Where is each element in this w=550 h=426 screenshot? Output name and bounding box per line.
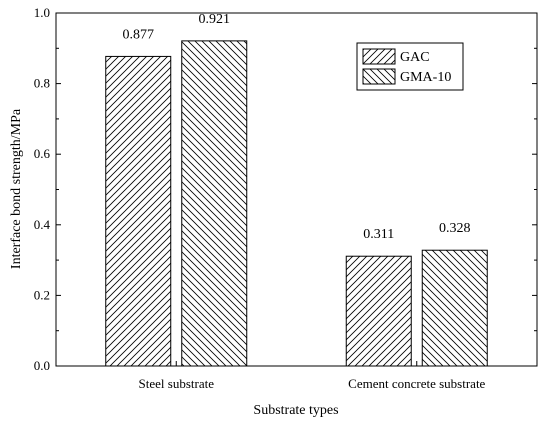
y-tick-label: 0.6 — [34, 146, 51, 161]
data-labels-group: 0.877 0.921 0.311 0.328 — [123, 12, 471, 242]
legend-label-gac: GAC — [400, 50, 430, 65]
data-label: 0.921 — [199, 12, 231, 27]
y-tick-label: 0.8 — [34, 76, 50, 91]
legend-label-gma-10: GMA-10 — [400, 70, 451, 85]
y-tick-label: 0.0 — [34, 358, 50, 373]
y-axis: 0.0 0.2 0.4 0.6 0.8 1.0 — [34, 5, 537, 373]
bars-group — [105, 40, 488, 367]
x-axis-title: Substrate types — [253, 403, 338, 418]
legend-swatch-gma-10 — [362, 68, 396, 85]
legend-swatch-gac — [362, 48, 396, 65]
data-label: 0.328 — [439, 221, 471, 236]
y-tick-label: 0.2 — [34, 287, 50, 302]
x-axis: Steel substrate Cement concrete substrate — [139, 361, 486, 391]
bar-gac-1 — [105, 55, 172, 367]
data-label: 0.311 — [363, 227, 394, 242]
legend: GAC GMA-10 — [356, 42, 464, 91]
y-tick-label: 1.0 — [34, 5, 50, 20]
bar-gac-2 — [345, 255, 412, 367]
y-tick-label: 0.4 — [34, 217, 51, 232]
x-tick-label: Steel substrate — [139, 376, 215, 391]
bar-gma-10-1 — [181, 40, 248, 367]
data-label: 0.877 — [123, 27, 155, 42]
y-axis-title: Interface bond strength/MPa — [9, 108, 24, 269]
x-tick-label: Cement concrete substrate — [348, 376, 485, 391]
bar-gma-10-2 — [421, 249, 488, 367]
